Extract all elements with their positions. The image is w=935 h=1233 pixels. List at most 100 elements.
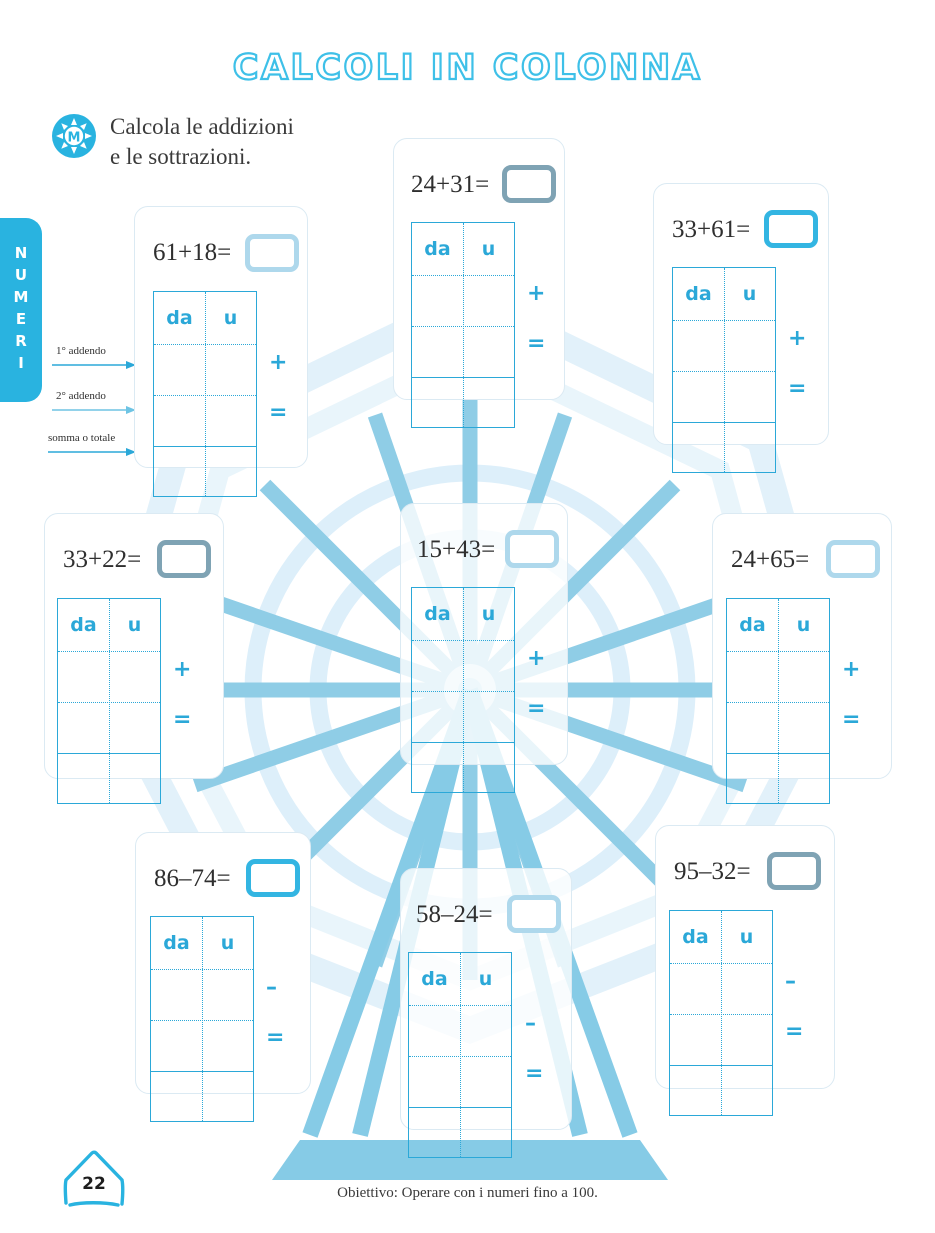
grid-header-tens: da bbox=[424, 238, 451, 260]
annotation-label-sum-total: somma o totale bbox=[48, 432, 116, 444]
equation-ex1: 61+18= bbox=[153, 239, 232, 266]
annotation-label-first-addend: 1° addendo bbox=[56, 345, 106, 357]
place-value-grid-ex1[interactable]: da u bbox=[153, 291, 257, 497]
operator-ex6: + bbox=[842, 657, 861, 682]
grid-header-tens: da bbox=[682, 926, 709, 948]
answer-box-ex4[interactable] bbox=[157, 540, 211, 578]
annotation-label-second-addend: 2° addendo bbox=[56, 390, 106, 402]
equation-ex8: 58–24= bbox=[416, 901, 493, 928]
page-title: CALCOLI IN COLONNA bbox=[232, 47, 703, 89]
instruction-line-1: Calcola le addizioni bbox=[110, 114, 294, 139]
annotation-arrow-2 bbox=[52, 406, 136, 414]
place-value-grid-ex7[interactable]: da u bbox=[150, 916, 254, 1122]
operator-ex1: + bbox=[269, 350, 288, 375]
grid-header-units: u bbox=[739, 926, 754, 948]
grid-header-tens: da bbox=[685, 283, 712, 305]
operator-ex8: – bbox=[525, 1011, 536, 1036]
grid-header-tens: da bbox=[166, 307, 193, 329]
answer-box-ex5[interactable] bbox=[505, 530, 559, 568]
exercise-card-ex2[interactable]: 24+31= da u + = bbox=[393, 138, 565, 428]
equals-ex8: = bbox=[525, 1061, 544, 1086]
equals-ex5: = bbox=[527, 696, 546, 721]
equation-ex3: 33+61= bbox=[672, 216, 751, 243]
equals-ex4: = bbox=[173, 707, 192, 732]
grid-header-units: u bbox=[220, 932, 235, 954]
footer-objective: Obiettivo: Operare con i numeri fino a 1… bbox=[337, 1185, 598, 1201]
grid-column-divider bbox=[202, 917, 203, 1121]
grid-header-ex5: da u bbox=[412, 588, 514, 640]
grid-header-units: u bbox=[481, 603, 496, 625]
operator-ex7: – bbox=[266, 975, 277, 1000]
sidebar-section-tab: NUMERI bbox=[0, 218, 42, 402]
answer-box-ex9[interactable] bbox=[767, 852, 821, 890]
grid-column-divider bbox=[460, 953, 461, 1157]
equation-ex2: 24+31= bbox=[411, 171, 490, 198]
grid-column-divider bbox=[463, 223, 464, 427]
exercise-card-ex9[interactable]: 95–32= da u – = bbox=[655, 825, 835, 1116]
operator-ex2: + bbox=[527, 281, 546, 306]
grid-header-ex8: da u bbox=[409, 953, 511, 1005]
exercise-card-ex6[interactable]: 24+65= da u + = bbox=[712, 513, 892, 804]
annotation-arrow-1 bbox=[52, 361, 136, 369]
grid-header-tens: da bbox=[163, 932, 190, 954]
page-number: 22 bbox=[82, 1174, 106, 1194]
sidebar-section-label: NUMERI bbox=[12, 244, 30, 376]
grid-header-ex2: da u bbox=[412, 223, 514, 275]
answer-box-ex2[interactable] bbox=[502, 165, 556, 203]
place-value-grid-ex5[interactable]: da u bbox=[411, 587, 515, 793]
annotation-arrow-3 bbox=[48, 448, 136, 456]
place-value-grid-ex9[interactable]: da u bbox=[669, 910, 773, 1116]
equals-ex3: = bbox=[788, 376, 807, 401]
badge-letter: M bbox=[68, 131, 81, 146]
answer-box-ex6[interactable] bbox=[826, 540, 880, 578]
grid-header-units: u bbox=[478, 968, 493, 990]
grid-header-ex7: da u bbox=[151, 917, 253, 969]
operator-ex9: – bbox=[785, 969, 796, 994]
grid-header-units: u bbox=[796, 614, 811, 636]
grid-header-units: u bbox=[223, 307, 238, 329]
equation-ex9: 95–32= bbox=[674, 858, 751, 885]
grid-column-divider bbox=[778, 599, 779, 803]
place-value-grid-ex3[interactable]: da u bbox=[672, 267, 776, 473]
exercise-card-ex7[interactable]: 86–74= da u – = bbox=[135, 832, 311, 1122]
place-value-grid-ex2[interactable]: da u bbox=[411, 222, 515, 428]
instruction-text: Calcola le addizioni e le sottrazioni. bbox=[110, 112, 294, 173]
grid-header-ex3: da u bbox=[673, 268, 775, 320]
grid-column-divider bbox=[109, 599, 110, 803]
exercise-card-ex4[interactable]: 33+22= da u + = bbox=[44, 513, 224, 804]
operator-ex4: + bbox=[173, 657, 192, 682]
answer-box-ex7[interactable] bbox=[246, 859, 300, 897]
exercise-card-ex8[interactable]: 58–24= da u – = bbox=[400, 868, 572, 1158]
exercise-card-ex1[interactable]: 61+18= da u + = bbox=[134, 206, 308, 497]
equation-ex5: 15+43= bbox=[417, 536, 496, 563]
grid-header-units: u bbox=[742, 283, 757, 305]
grid-header-units: u bbox=[481, 238, 496, 260]
exercise-card-ex5[interactable]: 15+43= da u + = bbox=[400, 503, 568, 793]
equals-ex1: = bbox=[269, 400, 288, 425]
equals-ex9: = bbox=[785, 1019, 804, 1044]
answer-box-ex3[interactable] bbox=[764, 210, 818, 248]
answer-box-ex1[interactable] bbox=[245, 234, 299, 272]
grid-header-tens: da bbox=[739, 614, 766, 636]
operator-ex3: + bbox=[788, 326, 807, 351]
grid-header-ex4: da u bbox=[58, 599, 160, 651]
instruction-block: M Calcola le addizioni e le sottrazioni. bbox=[52, 112, 294, 173]
equals-ex2: = bbox=[527, 331, 546, 356]
equation-ex4: 33+22= bbox=[63, 546, 142, 573]
answer-box-ex8[interactable] bbox=[507, 895, 561, 933]
grid-header-ex1: da u bbox=[154, 292, 256, 344]
place-value-grid-ex4[interactable]: da u bbox=[57, 598, 161, 804]
page-number-house-icon bbox=[63, 1150, 125, 1207]
place-value-grid-ex6[interactable]: da u bbox=[726, 598, 830, 804]
grid-header-ex9: da u bbox=[670, 911, 772, 963]
grid-header-units: u bbox=[127, 614, 142, 636]
equals-ex6: = bbox=[842, 707, 861, 732]
exercise-card-ex3[interactable]: 33+61= da u + = bbox=[653, 183, 829, 473]
place-value-grid-ex8[interactable]: da u bbox=[408, 952, 512, 1158]
grid-column-divider bbox=[463, 588, 464, 792]
equation-ex7: 86–74= bbox=[154, 865, 231, 892]
grid-header-tens: da bbox=[421, 968, 448, 990]
operator-ex5: + bbox=[527, 646, 546, 671]
instruction-line-2: e le sottrazioni. bbox=[110, 144, 252, 170]
grid-column-divider bbox=[724, 268, 725, 472]
